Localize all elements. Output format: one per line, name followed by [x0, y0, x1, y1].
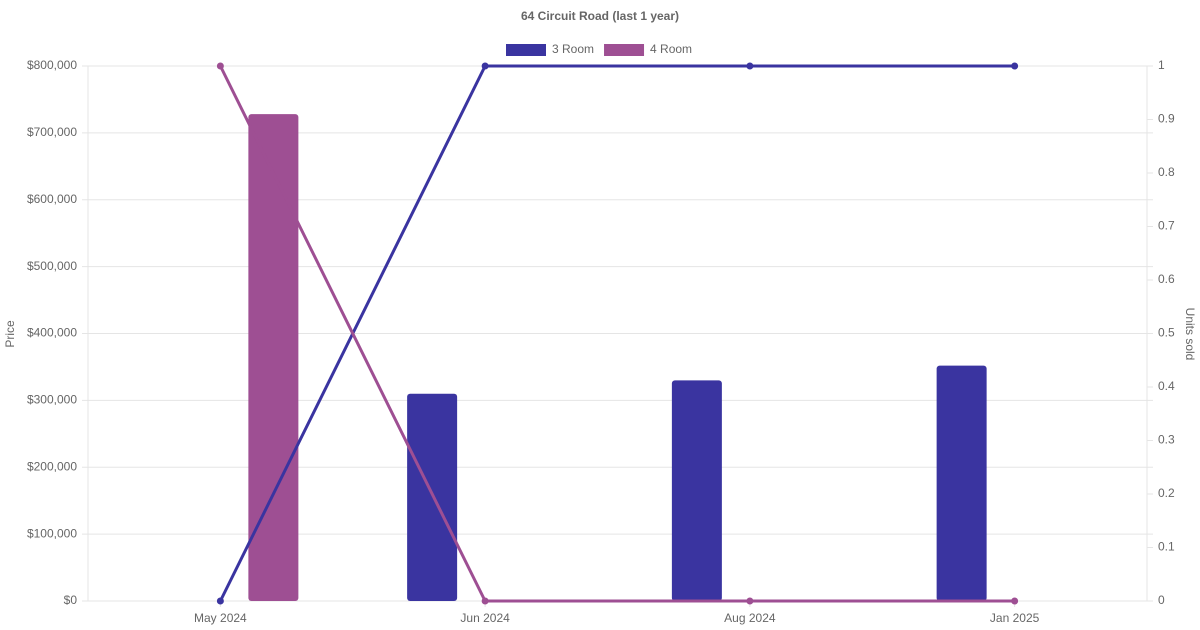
units-point — [216, 597, 224, 605]
y-tick-label: $700,000 — [27, 125, 77, 139]
y2-tick-label: 0.9 — [1158, 112, 1175, 126]
bar — [671, 380, 722, 601]
y2-tick-label: 0 — [1158, 593, 1165, 607]
legend-swatch — [506, 44, 546, 56]
y-tick-label: $200,000 — [27, 459, 77, 473]
y2-tick-label: 0.7 — [1158, 219, 1175, 233]
y2-tick-label: 0.2 — [1158, 486, 1175, 500]
y2-tick-label: 1 — [1158, 58, 1165, 72]
y2-tick-label: 0.5 — [1158, 326, 1175, 340]
y-tick-label: $400,000 — [27, 326, 77, 340]
bar — [248, 114, 299, 602]
bar — [407, 393, 458, 601]
y-tick-label: $500,000 — [27, 259, 77, 273]
y2-tick-label: 0.4 — [1158, 379, 1175, 393]
y-tick-label: $800,000 — [27, 58, 77, 72]
y2-tick-label: 0.6 — [1158, 272, 1175, 286]
units-point — [746, 62, 754, 70]
units-point — [1011, 597, 1019, 605]
y-tick-label: $0 — [64, 593, 78, 607]
y2-tick-label: 0.3 — [1158, 433, 1175, 447]
y2-axis-title: Units sold — [1183, 308, 1197, 361]
legend-label: 4 Room — [650, 42, 692, 56]
units-point — [481, 597, 489, 605]
y-axis-title: Price — [3, 320, 17, 348]
x-tick-label: Jun 2024 — [460, 611, 510, 625]
y2-tick-label: 0.8 — [1158, 165, 1175, 179]
y2-tick-label: 0.1 — [1158, 540, 1175, 554]
x-tick-label: Jan 2025 — [990, 611, 1040, 625]
legend-label: 3 Room — [552, 42, 594, 56]
bar — [936, 365, 987, 601]
chart-title: 64 Circuit Road (last 1 year) — [521, 9, 679, 23]
legend-swatch — [604, 44, 645, 56]
units-point — [216, 62, 224, 70]
x-tick-label: May 2024 — [194, 611, 247, 625]
x-tick-label: Aug 2024 — [724, 611, 776, 625]
y-tick-label: $300,000 — [27, 393, 77, 407]
units-point — [1011, 62, 1019, 70]
y-tick-label: $600,000 — [27, 192, 77, 206]
units-point — [746, 597, 754, 605]
y-tick-label: $100,000 — [27, 526, 77, 540]
units-line — [219, 65, 1015, 603]
units-point — [481, 62, 489, 70]
